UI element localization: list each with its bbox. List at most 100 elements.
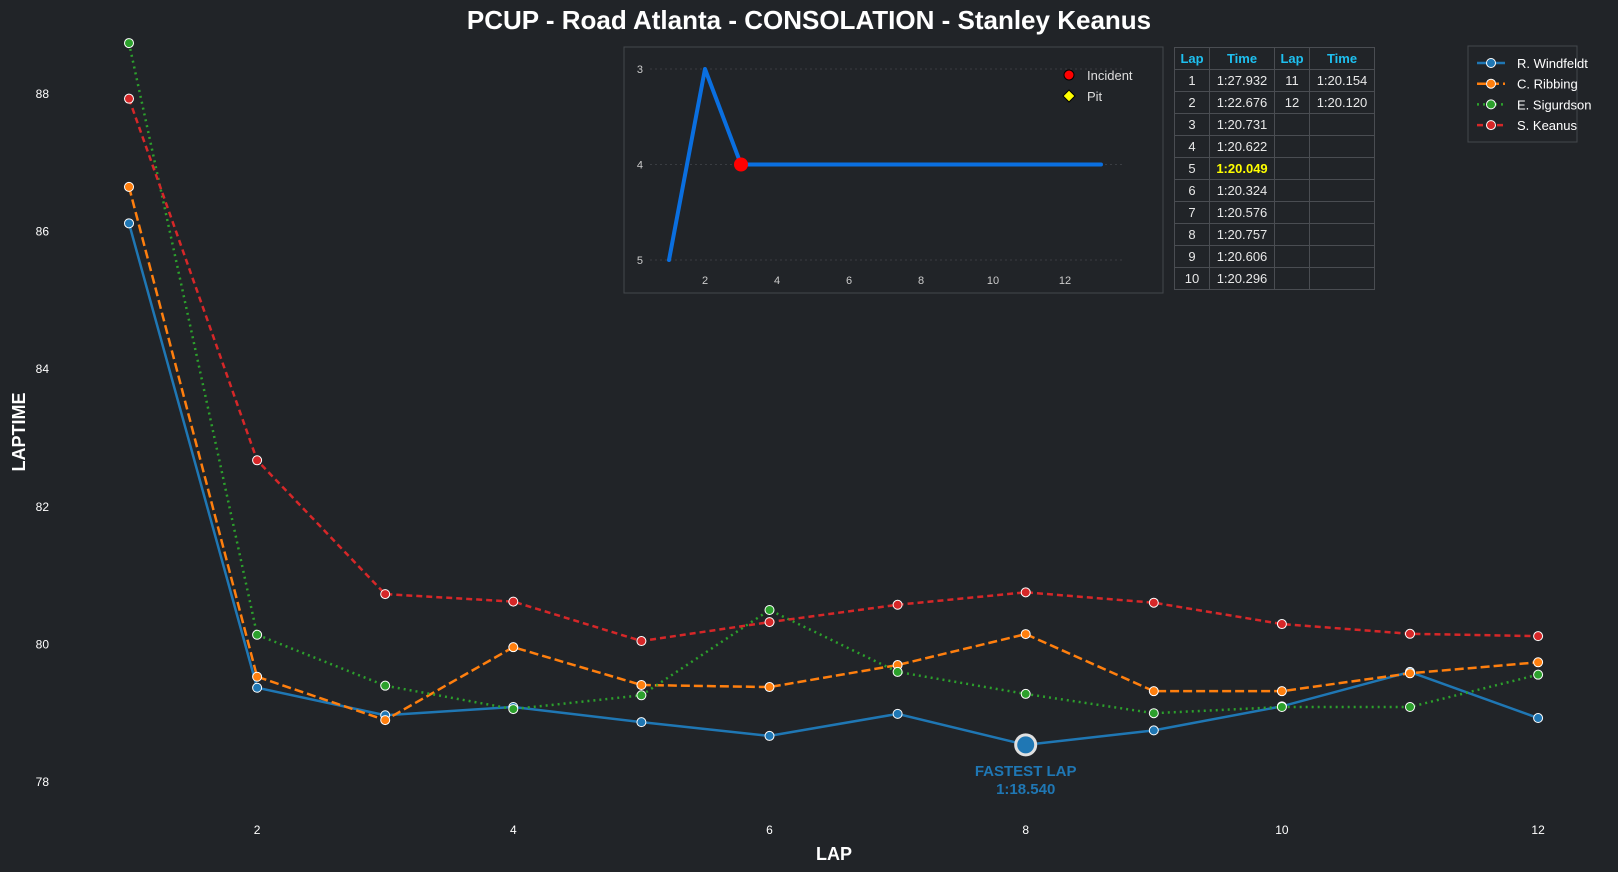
data-point xyxy=(1020,688,1031,699)
lap-time-cell xyxy=(1309,267,1375,290)
data-point xyxy=(380,680,391,691)
legend-marker xyxy=(1486,120,1496,131)
chart-title: PCUP - Road Atlanta - CONSOLATION - Stan… xyxy=(467,5,1151,35)
data-point xyxy=(1148,725,1159,736)
data-point xyxy=(892,708,903,719)
y-tick-label: 82 xyxy=(36,500,50,514)
fastest-lap-marker xyxy=(1014,733,1038,757)
lap-time-cell xyxy=(1309,201,1375,224)
incident-marker xyxy=(734,157,748,172)
series-c-ribbing xyxy=(124,181,1544,726)
y-tick-label: 80 xyxy=(36,637,50,651)
table-row: 8 1:20.757 xyxy=(1174,223,1375,246)
data-point xyxy=(1405,702,1415,713)
data-point xyxy=(636,690,647,701)
x-tick-label: 2 xyxy=(254,823,261,837)
data-point xyxy=(764,682,775,693)
series-line xyxy=(127,186,1539,722)
position-inset-chart: 3 4 5 2 4 6 8 10 12 Incident Pit xyxy=(623,46,1164,294)
lap-number-cell xyxy=(1274,267,1310,290)
data-point xyxy=(764,617,775,628)
data-point xyxy=(1533,631,1544,642)
y-axis-label: LAPTIME xyxy=(9,393,29,472)
lap-number-cell: 8 xyxy=(1174,223,1210,246)
data-point xyxy=(636,717,647,728)
data-point xyxy=(508,704,519,715)
pit-legend-icon xyxy=(1062,89,1076,103)
lap-time-cell: 1:20.622 xyxy=(1209,135,1275,158)
table-row: 4 1:20.622 xyxy=(1174,135,1375,158)
lap-time-cell: 1:20.757 xyxy=(1209,223,1275,246)
data-point xyxy=(508,596,519,607)
lap-number-cell xyxy=(1274,245,1310,268)
lap-number-cell xyxy=(1274,135,1310,158)
inset-x-tick-label: 6 xyxy=(846,275,852,287)
lap-time-cell: 1:20.576 xyxy=(1209,201,1275,224)
x-axis-label: LAP xyxy=(816,844,852,864)
table-row: 2 1:22.676 12 1:20.120 xyxy=(1174,91,1375,114)
lap-number-cell: 4 xyxy=(1174,135,1210,158)
lap-number-cell xyxy=(1274,223,1310,246)
data-point xyxy=(1148,597,1159,608)
data-point xyxy=(1276,686,1287,697)
x-tick-label: 6 xyxy=(766,823,773,837)
data-point xyxy=(1276,619,1287,630)
lap-number-cell: 5 xyxy=(1174,157,1210,180)
inset-x-tick-label: 10 xyxy=(987,275,999,287)
lap-number-cell: 12 xyxy=(1274,91,1310,114)
lap-time-cell: 1:20.154 xyxy=(1309,69,1375,92)
x-tick-label: 4 xyxy=(510,823,517,837)
inset-x-tick-label: 12 xyxy=(1059,275,1071,287)
lap-time-cell: 1:20.120 xyxy=(1309,91,1375,114)
data-point xyxy=(124,38,134,49)
data-point xyxy=(1020,587,1031,598)
inset-frame xyxy=(623,46,1164,294)
lap-number-cell: 3 xyxy=(1174,113,1210,136)
series-r-windfeldt xyxy=(124,218,1544,750)
legend-marker xyxy=(1486,58,1496,68)
lap-number-cell xyxy=(1274,157,1310,180)
lap-time-cell xyxy=(1309,223,1375,246)
lap-time-cell xyxy=(1309,245,1375,268)
lap-time-cell xyxy=(1309,157,1375,180)
data-point xyxy=(1148,708,1159,719)
lap-time-cell: 1:20.606 xyxy=(1209,245,1275,268)
table-row: 3 1:20.731 xyxy=(1174,113,1375,136)
lap-time-cell: 1:27.932 xyxy=(1209,69,1275,92)
table-row: 5 1:20.049 xyxy=(1174,157,1375,180)
inset-x-tick-label: 2 xyxy=(702,275,708,287)
lap-number-cell: 11 xyxy=(1274,69,1310,92)
lap-times-table: Lap Time Lap Time 1 1:27.932 11 1:20.154 2 1:22.6… xyxy=(1174,47,1375,290)
legend-label: E. Sigurdson xyxy=(1517,97,1591,112)
legend-label: C. Ribbing xyxy=(1517,77,1578,92)
data-point xyxy=(124,181,134,192)
incident-legend-icon xyxy=(1063,69,1075,81)
table-row: 6 1:20.324 xyxy=(1174,179,1375,202)
y-tick-label: 88 xyxy=(36,87,50,101)
fastest-lap-label: FASTEST LAP xyxy=(975,763,1077,780)
data-point xyxy=(124,93,134,104)
lap-time-cell: 1:22.676 xyxy=(1209,91,1275,114)
column-header: Lap xyxy=(1274,47,1310,70)
table-row: 10 1:20.296 xyxy=(1174,267,1375,290)
x-tick-label: 10 xyxy=(1275,823,1289,837)
inset-y-tick-label: 5 xyxy=(637,255,643,267)
data-point xyxy=(892,666,903,677)
lap-number-cell: 2 xyxy=(1174,91,1210,114)
lap-number-cell: 7 xyxy=(1174,201,1210,224)
data-point xyxy=(1020,629,1031,640)
y-tick-label: 84 xyxy=(36,362,50,376)
data-point xyxy=(764,605,775,615)
x-tick-label: 8 xyxy=(1022,823,1029,837)
data-point xyxy=(1276,702,1287,713)
data-point xyxy=(252,682,263,693)
table-row: 7 1:20.576 xyxy=(1174,201,1375,224)
lap-time-cell: 1:20.324 xyxy=(1209,179,1275,202)
lap-time-cell: 1:20.049 xyxy=(1209,157,1275,180)
table-row: 1 1:27.932 11 1:20.154 xyxy=(1174,69,1375,92)
table-row: 9 1:20.606 xyxy=(1174,245,1375,268)
legend-label: S. Keanus xyxy=(1517,118,1577,133)
data-point xyxy=(124,218,134,229)
lap-time-cell xyxy=(1309,113,1375,136)
